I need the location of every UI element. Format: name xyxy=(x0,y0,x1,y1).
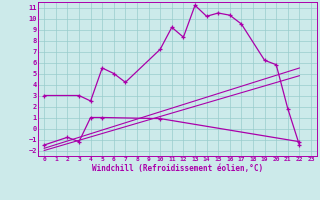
X-axis label: Windchill (Refroidissement éolien,°C): Windchill (Refroidissement éolien,°C) xyxy=(92,164,263,173)
